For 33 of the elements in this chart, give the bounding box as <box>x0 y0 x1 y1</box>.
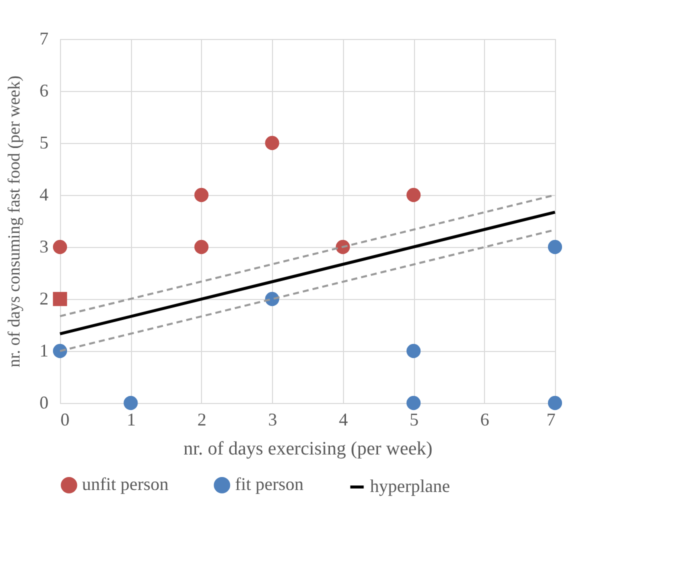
x-tick-label: 7 <box>546 410 556 430</box>
x-tick-label: 0 <box>60 410 70 430</box>
y-tick-label: 4 <box>40 184 48 204</box>
y-tick-label: 5 <box>40 132 48 152</box>
point <box>548 396 562 410</box>
y-tick-label: 7 <box>40 28 48 48</box>
point <box>124 396 138 410</box>
point <box>52 344 68 358</box>
y-tick-label: 3 <box>40 236 48 256</box>
point <box>52 240 68 254</box>
legend-label: hyperplane <box>370 476 450 496</box>
x-tick-label: 1 <box>126 410 136 430</box>
point <box>194 240 208 254</box>
y-tick-label: 2 <box>40 288 48 308</box>
point <box>265 136 280 150</box>
legend-label: unfit person <box>82 474 168 494</box>
x-tick-label: 5 <box>410 410 419 430</box>
y-tick-label: 6 <box>40 80 48 100</box>
legend-label: fit person <box>235 474 304 494</box>
x-tick-label: 2 <box>197 410 206 430</box>
point <box>406 188 421 202</box>
x-tick-label: 3 <box>268 410 278 430</box>
point <box>406 396 421 410</box>
point <box>194 188 208 202</box>
x-tick-label: 6 <box>480 410 490 430</box>
y-tick-label: 1 <box>40 340 48 360</box>
point <box>52 292 68 306</box>
y-axis-title: nr. of days consuming fast food (per week) <box>4 76 24 368</box>
point <box>548 240 562 254</box>
point <box>406 344 421 358</box>
x-tick-label: 4 <box>338 410 348 430</box>
y-tick-label: 0 <box>40 392 48 412</box>
x-axis-title: nr. of days exercising (per week) <box>183 438 433 460</box>
